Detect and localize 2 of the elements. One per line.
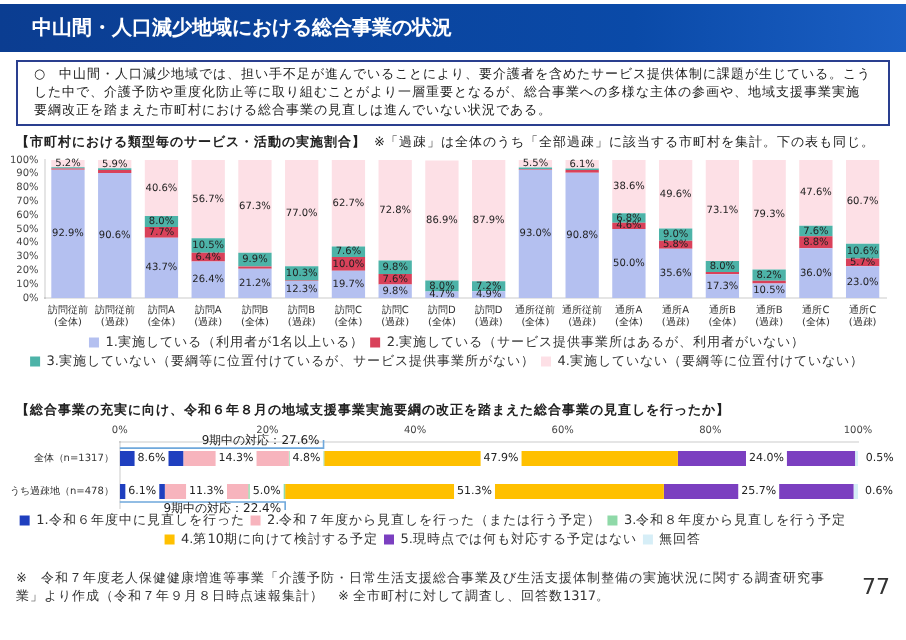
text: 中山間・人口減少地域における総合事業の状況 bbox=[0, 4, 906, 52]
text: 77 bbox=[862, 574, 890, 601]
